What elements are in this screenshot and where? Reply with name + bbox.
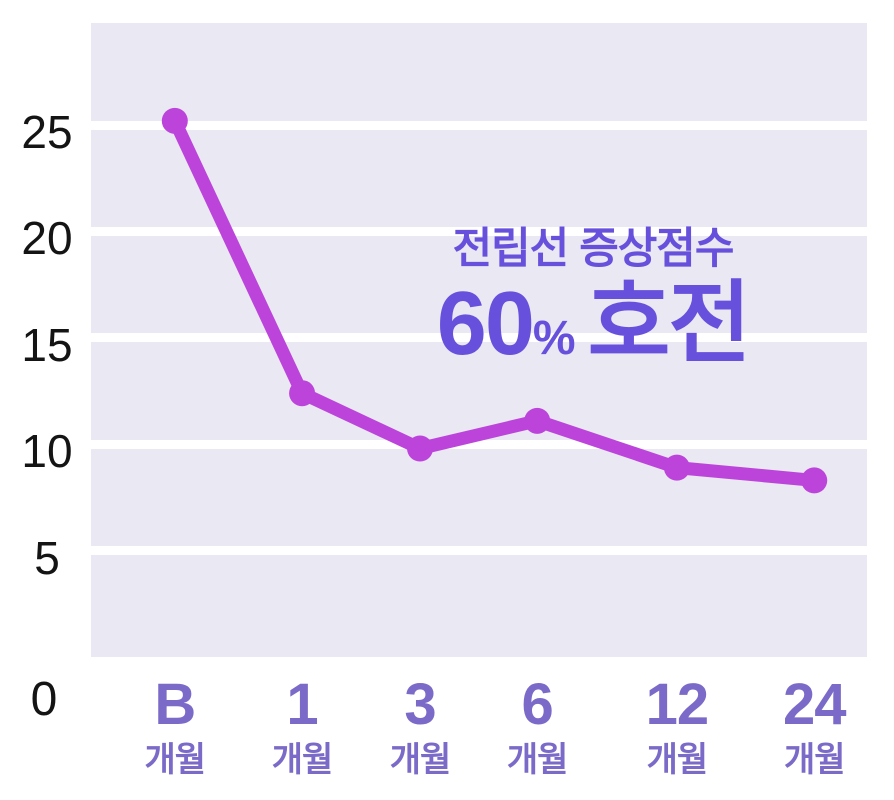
x-tick-6: 6 개월 (462, 672, 612, 779)
x-tick-number: 24 (782, 672, 847, 737)
y-tick-label-15: 15 (21, 318, 73, 371)
x-tick-number: 1 (286, 672, 318, 737)
x-tick-unit: 개월 (783, 741, 846, 779)
x-tick-B: B 개월 (100, 672, 250, 779)
x-tick-number: 3 (404, 672, 436, 737)
x-tick-24: 24 개월 (739, 672, 889, 779)
x-tick-unit: 개월 (506, 741, 569, 779)
x-tick-unit: 개월 (144, 741, 207, 779)
x-tick-3: 3 개월 (345, 672, 495, 779)
x-tick-unit: 개월 (646, 741, 709, 779)
gridline-25 (91, 120, 867, 130)
x-tick-number: 6 (521, 672, 554, 737)
x-tick-unit: 개월 (271, 741, 334, 779)
x-tick-12: 12 개월 (602, 672, 752, 779)
plot-area: 전립선 증상점수 60% 호전 (91, 23, 867, 657)
data-point-6 (524, 407, 551, 434)
y-tick-label-20: 20 (21, 212, 73, 265)
data-point-12 (663, 454, 690, 481)
series-line (168, 114, 821, 487)
data-point-24 (801, 467, 828, 494)
gridline-5 (91, 546, 867, 556)
y-tick-label-0: 0 (30, 673, 58, 726)
data-point-1 (289, 380, 316, 407)
data-point-B (161, 107, 188, 134)
y-tick-label-5: 5 (34, 531, 60, 584)
x-tick-1: 1 개월 (227, 672, 377, 779)
y-tick-label-10: 10 (21, 425, 73, 478)
line-series-svg (161, 107, 828, 494)
gridline-20 (91, 226, 867, 236)
x-tick-number: 12 (645, 672, 710, 737)
gridline-15 (91, 333, 867, 343)
x-tick-unit: 개월 (389, 741, 452, 779)
y-tick-label-25: 25 (21, 106, 73, 159)
data-point-3 (407, 435, 434, 462)
gridline-10 (91, 439, 867, 449)
x-tick-number: B (154, 672, 196, 737)
